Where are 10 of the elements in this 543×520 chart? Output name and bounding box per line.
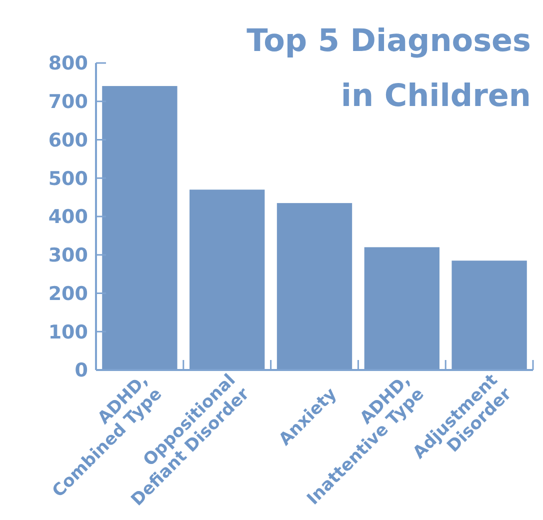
y-tick-label: 400 (48, 206, 88, 228)
y-tick-label: 100 (48, 321, 88, 344)
y-tick-label: 700 (48, 91, 88, 114)
y-tick-label: 500 (48, 168, 88, 190)
y-tick-label: 300 (48, 244, 88, 267)
y-tick-label: 600 (48, 129, 88, 152)
chart-title: Top 5 Diagnoses in Children (246, 23, 531, 114)
y-tick-label: 0 (74, 360, 88, 382)
y-tick-label: 800 (48, 52, 88, 75)
y-tick-label: 200 (48, 282, 88, 305)
